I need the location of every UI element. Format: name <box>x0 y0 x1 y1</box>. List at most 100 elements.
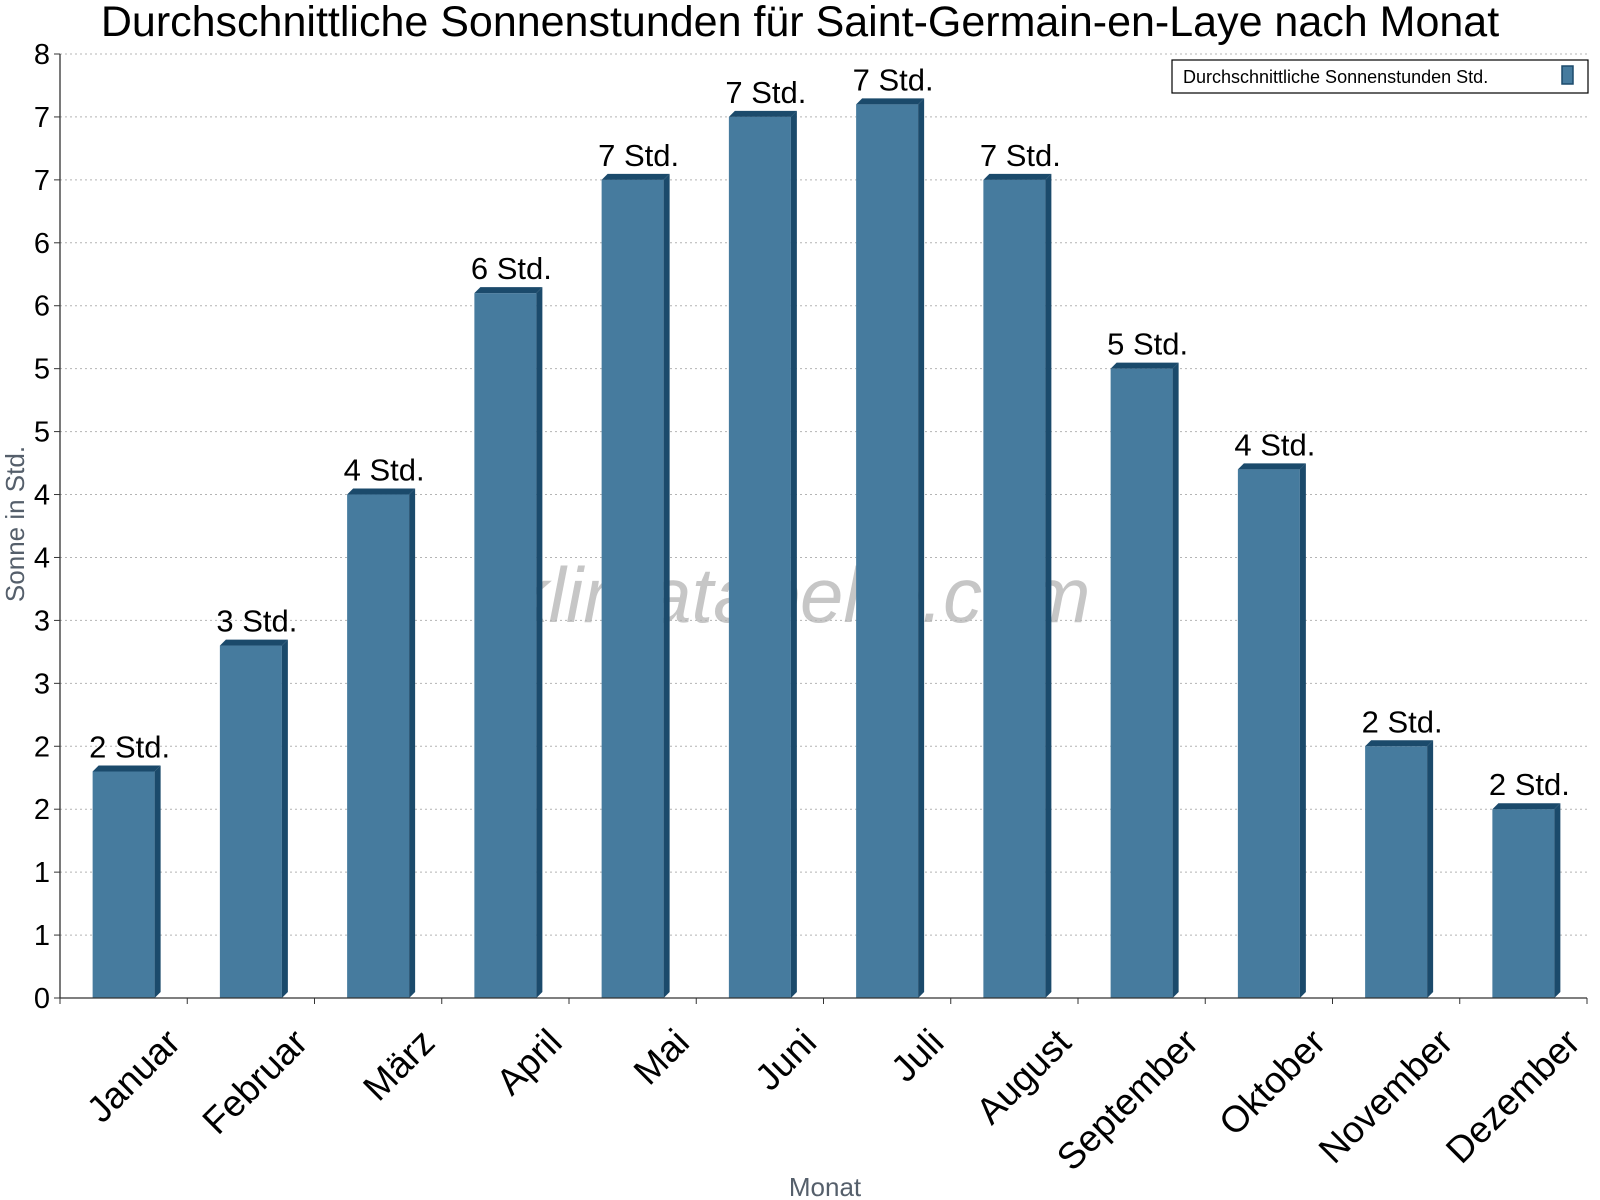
y-tick-label: 8 <box>34 39 50 71</box>
bar-front <box>474 293 537 998</box>
bar <box>1492 803 1561 998</box>
bar-side <box>790 110 797 998</box>
bar-top <box>1492 803 1561 810</box>
bar <box>856 98 925 998</box>
data-label: 3 Std. <box>216 604 297 639</box>
bar <box>1365 740 1434 998</box>
y-tick-label: 0 <box>34 983 50 1015</box>
x-tick-label: Februar <box>195 1021 316 1142</box>
y-tick-label: 7 <box>34 165 50 197</box>
legend-entry-label: Durchschnittliche Sonnenstunden Std. <box>1183 67 1488 87</box>
legend: Durchschnittliche Sonnenstunden Std. <box>1171 59 1589 94</box>
bar-side <box>154 765 161 998</box>
bar-top <box>474 287 543 294</box>
data-label: 6 Std. <box>471 251 552 286</box>
x-tick-label: November <box>1311 1021 1461 1171</box>
bar <box>1237 463 1306 998</box>
bar <box>1110 362 1179 999</box>
y-axis-ticks: 0 1 1 2 2 3 3 4 4 5 5 6 6 7 7 8 <box>34 39 60 1015</box>
x-axis-ticks: Januar Februar März April Mai Juni Juli AugustS… <box>59 998 1588 1178</box>
bar-front <box>1492 809 1555 998</box>
x-axis-label: Monat <box>789 1172 862 1200</box>
gridlines <box>60 53 1587 936</box>
bar-top <box>856 98 925 105</box>
bars <box>92 98 1561 999</box>
y-tick-label: 2 <box>34 794 50 826</box>
bar-side <box>536 287 543 998</box>
x-tick-label: Juli <box>883 1021 951 1089</box>
data-label: 2 Std. <box>1362 704 1443 739</box>
bar <box>219 639 288 998</box>
bar-top <box>728 110 797 117</box>
bar-side <box>1172 362 1179 999</box>
x-tick-label: August <box>968 1021 1079 1132</box>
bar-side <box>409 488 416 998</box>
bar <box>347 488 416 998</box>
bar-top <box>601 173 670 180</box>
bar-side <box>918 98 925 998</box>
bar-front <box>1237 469 1300 998</box>
bar-side <box>663 173 670 998</box>
x-tick-label: Oktober <box>1211 1021 1333 1143</box>
bar-front <box>219 645 282 998</box>
y-tick-label: 1 <box>34 920 50 952</box>
bar-side <box>1045 173 1052 998</box>
data-label: 7 Std. <box>980 138 1061 173</box>
data-label: 2 Std. <box>1489 767 1570 802</box>
x-tick-label: Juni <box>747 1021 824 1098</box>
y-tick-label: 7 <box>34 102 50 134</box>
data-label: 5 Std. <box>1107 327 1188 362</box>
bar <box>601 173 670 998</box>
data-label: 2 Std. <box>89 729 170 764</box>
data-labels: 2 Std. 3 Std. 4 Std. 6 Std. 7 Std. 7 Std. 7 St… <box>89 62 1570 802</box>
bar <box>983 173 1052 998</box>
y-axis-label: Sonne in Std. <box>0 446 30 602</box>
x-tick-label: Januar <box>79 1021 188 1130</box>
bar-top <box>219 639 288 646</box>
bar <box>92 765 161 998</box>
y-tick-label: 4 <box>34 480 50 512</box>
data-label: 7 Std. <box>725 75 806 110</box>
y-tick-label: 5 <box>34 354 50 386</box>
y-tick-label: 1 <box>34 857 50 889</box>
bar-front <box>856 104 919 998</box>
bar-top <box>92 765 161 772</box>
bar-front <box>1365 746 1428 998</box>
data-label: 4 Std. <box>1234 427 1315 462</box>
bar <box>474 287 543 998</box>
bar <box>728 110 797 998</box>
bar-front <box>728 116 791 998</box>
bar-top <box>1110 362 1179 369</box>
y-tick-label: 5 <box>34 417 50 449</box>
y-tick-label: 3 <box>34 668 50 700</box>
bar-side <box>1554 803 1561 998</box>
data-label: 7 Std. <box>598 138 679 173</box>
legend-swatch <box>1561 65 1574 85</box>
data-label: 7 Std. <box>853 62 934 97</box>
x-tick-label: Mai <box>626 1021 697 1092</box>
y-tick-label: 6 <box>34 228 50 260</box>
legend-box <box>1171 59 1589 94</box>
bar-side <box>281 639 288 998</box>
bar-front <box>983 179 1046 998</box>
bar-front <box>92 771 155 998</box>
bar-top <box>347 488 416 495</box>
x-tick-label: Dezember <box>1438 1021 1588 1171</box>
bar-side <box>1299 463 1306 998</box>
bar-top <box>983 173 1052 180</box>
y-tick-label: 6 <box>34 291 50 323</box>
axes <box>59 54 1587 999</box>
bar-side <box>1427 740 1434 998</box>
bar-front <box>347 494 410 998</box>
x-tick-label: April <box>488 1021 569 1102</box>
chart-title: Durchschnittliche Sonnenstunden für Sain… <box>101 0 1499 46</box>
x-tick-label: März <box>355 1021 442 1108</box>
y-tick-label: 2 <box>34 731 50 763</box>
y-tick-label: 3 <box>34 605 50 637</box>
data-label: 4 Std. <box>344 453 425 488</box>
bar-front <box>1110 368 1173 999</box>
bar-front <box>601 179 664 998</box>
bar-top <box>1237 463 1306 470</box>
y-tick-label: 4 <box>34 542 50 574</box>
